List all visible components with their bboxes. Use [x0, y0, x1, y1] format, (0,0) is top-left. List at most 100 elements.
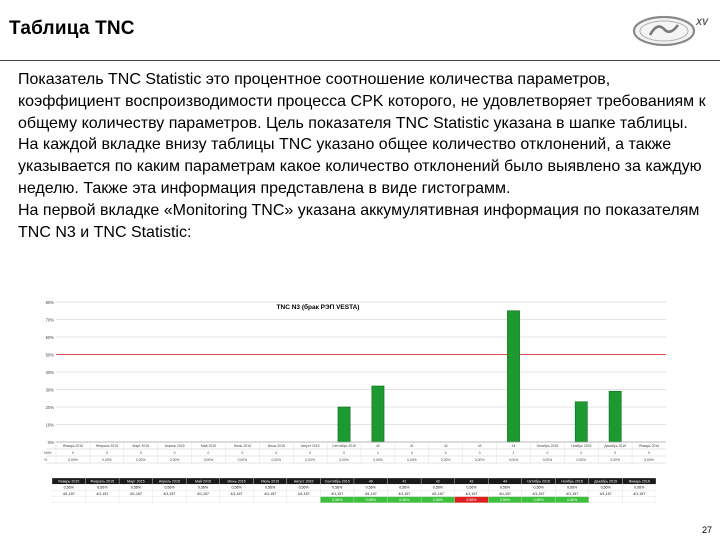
summary-value: 0,56%: [299, 486, 310, 490]
summary-status-value: 0,56%: [399, 498, 410, 502]
y-tick-label: 10%: [46, 423, 55, 428]
pct-value: 0,00%: [271, 458, 281, 462]
summary-value: 4/1,157: [398, 492, 410, 496]
x-tick-label: Ноябрь 2015: [571, 444, 591, 448]
summary-value: 4/1,157: [63, 492, 75, 496]
x-tick-label: Январь 2015: [63, 444, 83, 448]
slide-body: Показатель TNC Statistic это процентное …: [18, 69, 708, 243]
summary-value: 0,56%: [131, 486, 142, 490]
nok-value: 0: [174, 451, 176, 455]
summary-header-label: Ноябрь 2015: [561, 480, 582, 484]
nok-value: 0: [72, 451, 74, 455]
summary-header-label: Сентябрь 2015: [325, 480, 350, 484]
x-tick-label: 44: [512, 444, 516, 448]
summary-status-value: 0,56%: [567, 498, 578, 502]
summary-value: 0,56%: [231, 486, 242, 490]
pct-value: 0,00%: [644, 458, 654, 462]
x-tick-label: 41: [410, 444, 414, 448]
nok-value: 1: [513, 451, 515, 455]
summary-header-label: Май 2015: [195, 480, 211, 484]
summary-value: 4/1,157: [465, 492, 477, 496]
summary-header-label: Август 2015: [294, 480, 314, 484]
pct-value: 0,00%: [170, 458, 180, 462]
summary-table: Январь 2015 0,56% 4/1,157 Февраль 2015 0,56%…: [52, 478, 656, 503]
nok-value: 0: [241, 451, 243, 455]
summary-header-label: 42: [436, 480, 440, 484]
x-tick-label: Февраль 2015: [96, 444, 118, 448]
summary-header-label: 44: [503, 480, 507, 484]
nok-value: 0: [140, 451, 142, 455]
x-tick-label: 43: [478, 444, 482, 448]
x-tick-label: Июль 2015: [268, 444, 285, 448]
summary-header-label: Январь 2015: [58, 480, 79, 484]
nok-value: 0: [614, 451, 616, 455]
nok-value: 0: [580, 451, 582, 455]
summary-value: 4/1,157: [197, 492, 209, 496]
summary-value: 0,56%: [466, 486, 477, 490]
nok-value: 0: [106, 451, 108, 455]
pct-value: 0,00%: [509, 458, 519, 462]
pct-value: 0,00%: [441, 458, 451, 462]
nok-value: 0: [411, 451, 413, 455]
summary-header-label: Апрель 2015: [159, 480, 180, 484]
x-tick-label: Апрель 2015: [165, 444, 185, 448]
summary-value: 0,56%: [567, 486, 578, 490]
nok-value: 0: [343, 451, 345, 455]
nok-value: 0: [648, 451, 650, 455]
summary-status-cell: [85, 496, 120, 503]
nok-value: 0: [546, 451, 548, 455]
chart-title: TNC N3 (брак РЭП VESTA): [277, 303, 360, 311]
nok-value: 0: [479, 451, 481, 455]
pct-value: 0,00%: [136, 458, 146, 462]
summary-header-label: Июнь 2015: [227, 480, 245, 484]
x-tick-label: Август 2015: [301, 444, 320, 448]
summary-header-label: 43: [469, 480, 473, 484]
summary-header-label: Январь 2016: [629, 480, 650, 484]
summary-status-cell: [253, 496, 288, 503]
summary-status-value: 0,56%: [466, 498, 477, 502]
paragraph-2: На каждой вкладке внизу таблицы TNC указ…: [18, 136, 702, 197]
summary-header-label: Февраль 2015: [91, 480, 115, 484]
logo-text: XV: [695, 17, 709, 27]
bar-Декабрь 2015: [608, 390, 622, 443]
summary-value: 4/1,157: [600, 492, 612, 496]
bar-Сентябрь 2015: [337, 406, 351, 443]
y-tick-label: 50%: [46, 353, 55, 358]
summary-value: 0,56%: [265, 486, 276, 490]
bar-Ноябрь 2015: [574, 401, 588, 443]
pct-value: 0,00%: [543, 458, 553, 462]
summary-value: 0,56%: [634, 486, 645, 490]
summary-header-label: Октябрь 2015: [527, 480, 550, 484]
slide-title: Таблица TNC: [9, 18, 135, 39]
paragraph-3: На первой вкладке «Monitoring TNC» указа…: [18, 201, 700, 241]
y-tick-label: 30%: [46, 388, 55, 393]
y-tick-label: 70%: [46, 318, 55, 323]
y-tick-label: 60%: [46, 335, 55, 340]
nok-value: 0: [208, 451, 210, 455]
nok-value: 0: [275, 451, 277, 455]
pct-value: 0,00%: [475, 458, 485, 462]
summary-value: 0,56%: [533, 486, 544, 490]
y-tick-label: 40%: [46, 370, 55, 375]
pct-value: 0,00%: [305, 458, 315, 462]
x-tick-label: Декабрь 2015: [604, 444, 626, 448]
summary-status-cell: [286, 496, 321, 503]
paragraph-1: Показатель TNC Statistic это процентное …: [18, 71, 706, 132]
summary-value: 4/1,157: [331, 492, 343, 496]
summary-value: 0,56%: [366, 486, 377, 490]
pct-value: 0,00%: [576, 458, 586, 462]
x-tick-label: 42: [444, 444, 448, 448]
x-tick-label: Январь 2016: [639, 444, 659, 448]
summary-status-value: 0,56%: [366, 498, 377, 502]
summary-status-cell: [588, 496, 623, 503]
summary-header-label: 41: [402, 480, 406, 484]
pct-value: 0,00%: [102, 458, 112, 462]
x-tick-label: Май 2015: [201, 444, 216, 448]
summary-value: 4/1,157: [432, 492, 444, 496]
nok-value: 0: [309, 451, 311, 455]
pct-value: 0,00%: [373, 458, 383, 462]
x-tick-label: Март 2015: [132, 444, 149, 448]
row-label: %: [44, 458, 48, 462]
summary-status-cell: [186, 496, 220, 503]
summary-value: 4/1,157: [163, 492, 175, 496]
